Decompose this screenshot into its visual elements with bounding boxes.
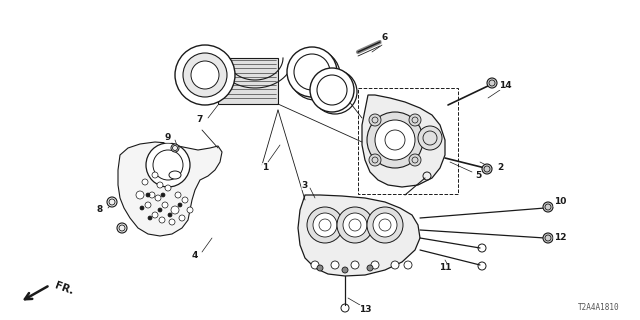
- Text: 2: 2: [497, 164, 503, 172]
- Circle shape: [543, 233, 553, 243]
- Circle shape: [367, 112, 423, 168]
- Circle shape: [168, 213, 172, 217]
- Circle shape: [310, 68, 354, 112]
- Circle shape: [149, 192, 155, 198]
- Circle shape: [543, 202, 553, 212]
- Circle shape: [187, 207, 193, 213]
- Circle shape: [343, 213, 367, 237]
- Circle shape: [287, 47, 337, 97]
- Polygon shape: [362, 95, 445, 187]
- Circle shape: [171, 206, 179, 214]
- Text: 1: 1: [262, 164, 268, 172]
- Circle shape: [391, 261, 399, 269]
- Text: 6: 6: [382, 34, 388, 43]
- Circle shape: [145, 202, 151, 208]
- Circle shape: [171, 144, 179, 152]
- Text: 14: 14: [499, 81, 511, 90]
- Polygon shape: [298, 195, 420, 276]
- Circle shape: [375, 120, 415, 160]
- Circle shape: [157, 182, 163, 188]
- Circle shape: [148, 216, 152, 220]
- Text: 5: 5: [475, 171, 481, 180]
- Circle shape: [369, 154, 381, 166]
- Circle shape: [158, 208, 162, 212]
- Circle shape: [311, 261, 319, 269]
- Circle shape: [179, 215, 185, 221]
- Circle shape: [487, 78, 497, 88]
- Circle shape: [331, 261, 339, 269]
- Text: T2A4A1810: T2A4A1810: [579, 303, 620, 312]
- Text: 10: 10: [554, 197, 566, 206]
- Circle shape: [146, 193, 150, 197]
- Circle shape: [373, 213, 397, 237]
- Circle shape: [369, 114, 381, 126]
- Circle shape: [169, 219, 175, 225]
- Circle shape: [142, 179, 148, 185]
- Circle shape: [313, 213, 337, 237]
- Text: 8: 8: [97, 205, 103, 214]
- Circle shape: [342, 267, 348, 273]
- Circle shape: [418, 126, 442, 150]
- Bar: [218, 58, 278, 104]
- Circle shape: [404, 261, 412, 269]
- Circle shape: [191, 61, 219, 89]
- Circle shape: [482, 164, 492, 174]
- Circle shape: [371, 261, 379, 269]
- Circle shape: [178, 203, 182, 207]
- Circle shape: [175, 45, 235, 105]
- Circle shape: [161, 193, 165, 197]
- Circle shape: [107, 197, 117, 207]
- Circle shape: [152, 172, 158, 178]
- Circle shape: [367, 265, 373, 271]
- Circle shape: [367, 207, 403, 243]
- Ellipse shape: [169, 171, 181, 179]
- Text: 13: 13: [359, 306, 371, 315]
- Text: 4: 4: [192, 251, 198, 260]
- Circle shape: [317, 265, 323, 271]
- Circle shape: [146, 143, 190, 187]
- Circle shape: [409, 154, 421, 166]
- Text: FR.: FR.: [53, 280, 75, 296]
- Circle shape: [140, 206, 144, 210]
- Text: 9: 9: [165, 133, 171, 142]
- Text: 12: 12: [554, 234, 566, 243]
- Text: 7: 7: [197, 116, 203, 124]
- Circle shape: [159, 217, 165, 223]
- Circle shape: [409, 114, 421, 126]
- Polygon shape: [118, 142, 222, 236]
- Circle shape: [175, 192, 181, 198]
- Circle shape: [307, 207, 343, 243]
- Circle shape: [155, 195, 161, 201]
- Circle shape: [162, 202, 168, 208]
- Circle shape: [136, 191, 144, 199]
- Circle shape: [183, 53, 227, 97]
- Circle shape: [337, 207, 373, 243]
- Circle shape: [117, 223, 127, 233]
- Bar: [358, 88, 458, 194]
- Text: 11: 11: [439, 263, 451, 273]
- Circle shape: [182, 197, 188, 203]
- Circle shape: [351, 261, 359, 269]
- Circle shape: [165, 185, 171, 191]
- Circle shape: [152, 212, 158, 218]
- Text: 3: 3: [302, 180, 308, 189]
